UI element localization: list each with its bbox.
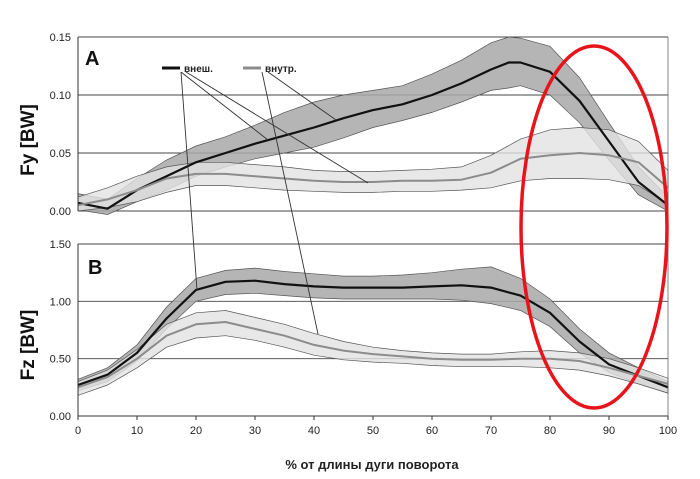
legend-callout-line — [267, 71, 337, 121]
panel-a-y-tick-label: 0.10 — [50, 90, 71, 102]
x-tick-label: 90 — [603, 425, 615, 437]
panel-b-letter: B — [88, 257, 102, 279]
panel-a-y-tick-label: 0.00 — [50, 206, 71, 218]
legend-inner-label: внутр. — [265, 64, 297, 75]
legend-callout-line — [180, 71, 198, 291]
panel-b-y-tick-label: 0.50 — [50, 354, 71, 366]
x-tick-label: 40 — [308, 425, 320, 437]
x-tick-label: 20 — [190, 425, 202, 437]
x-axis-label: % от длины дуги поворота — [285, 457, 459, 472]
legend-callout-line — [180, 71, 269, 141]
panel-b-inner-mean-line — [77, 321, 669, 389]
panel-a-y-tick-label: 0.05 — [50, 148, 71, 160]
x-tick-label: 100 — [659, 425, 677, 437]
highlight-ellipse — [519, 44, 669, 410]
panel-b-y-tick-label: 1.00 — [50, 296, 71, 308]
x-tick-label: 30 — [249, 425, 261, 437]
panel-b-outer-mean-line — [77, 279, 669, 389]
panel-b-y-tick-label: 0.00 — [50, 411, 71, 423]
x-tick-label: 50 — [367, 425, 379, 437]
panel-a-inner-mean-line — [77, 152, 669, 207]
panel-b-y-axis-label: Fz [BW] — [18, 310, 39, 381]
x-tick-label: 10 — [131, 425, 143, 437]
line-layer — [77, 61, 669, 389]
x-tick-label: 80 — [544, 425, 556, 437]
legend-callout-lines — [180, 71, 369, 335]
x-tick-label: 70 — [485, 425, 497, 437]
panel-b-y-tick-label: 1.50 — [50, 239, 71, 251]
x-tick-label: 60 — [426, 425, 438, 437]
x-tick-label: 0 — [75, 425, 81, 437]
panel-a-inner-sd-band — [77, 127, 669, 212]
panel-a-y-axis-label: Fy [BW] — [18, 104, 39, 176]
panel-a-letter: A — [85, 48, 99, 70]
legend: внеш. внутр. — [162, 64, 297, 75]
panel-a-y-tick-label: 0.15 — [50, 32, 71, 44]
panel-a-outer-mean-line — [77, 61, 669, 210]
legend-outer-label: внеш. — [184, 64, 213, 75]
axis-layer: 0.00 0.05 0.10 0.15 0.00 0.50 1.00 1.50 0 10 20 30 4… — [50, 32, 678, 437]
legend-callout-line — [185, 71, 369, 184]
legend-callout-line — [261, 71, 319, 335]
